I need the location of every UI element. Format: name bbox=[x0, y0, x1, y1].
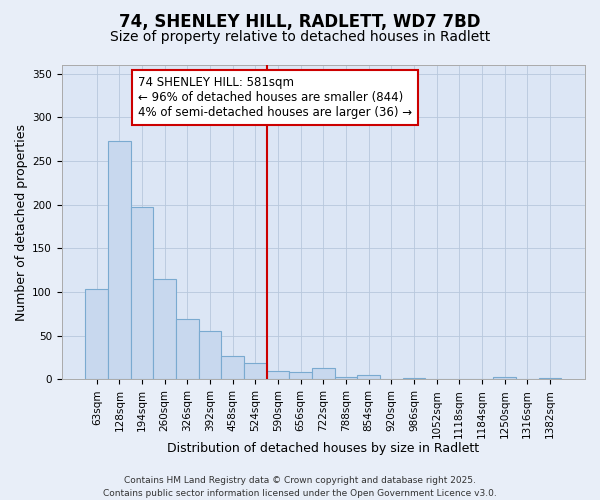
Bar bbox=[221, 356, 244, 380]
Text: 74 SHENLEY HILL: 581sqm
← 96% of detached houses are smaller (844)
4% of semi-de: 74 SHENLEY HILL: 581sqm ← 96% of detache… bbox=[137, 76, 412, 120]
Bar bbox=[108, 141, 131, 380]
Bar bbox=[244, 363, 266, 380]
Bar bbox=[493, 376, 516, 380]
Bar bbox=[154, 279, 176, 380]
Bar bbox=[539, 378, 561, 380]
Bar bbox=[199, 332, 221, 380]
Bar bbox=[312, 368, 335, 380]
Bar bbox=[403, 378, 425, 380]
Text: Contains HM Land Registry data © Crown copyright and database right 2025.
Contai: Contains HM Land Registry data © Crown c… bbox=[103, 476, 497, 498]
X-axis label: Distribution of detached houses by size in Radlett: Distribution of detached houses by size … bbox=[167, 442, 479, 455]
Bar bbox=[176, 319, 199, 380]
Y-axis label: Number of detached properties: Number of detached properties bbox=[15, 124, 28, 320]
Bar bbox=[289, 372, 312, 380]
Bar bbox=[266, 370, 289, 380]
Bar bbox=[131, 208, 154, 380]
Bar bbox=[335, 376, 358, 380]
Text: Size of property relative to detached houses in Radlett: Size of property relative to detached ho… bbox=[110, 30, 490, 44]
Text: 74, SHENLEY HILL, RADLETT, WD7 7BD: 74, SHENLEY HILL, RADLETT, WD7 7BD bbox=[119, 12, 481, 30]
Bar bbox=[358, 375, 380, 380]
Bar bbox=[85, 290, 108, 380]
